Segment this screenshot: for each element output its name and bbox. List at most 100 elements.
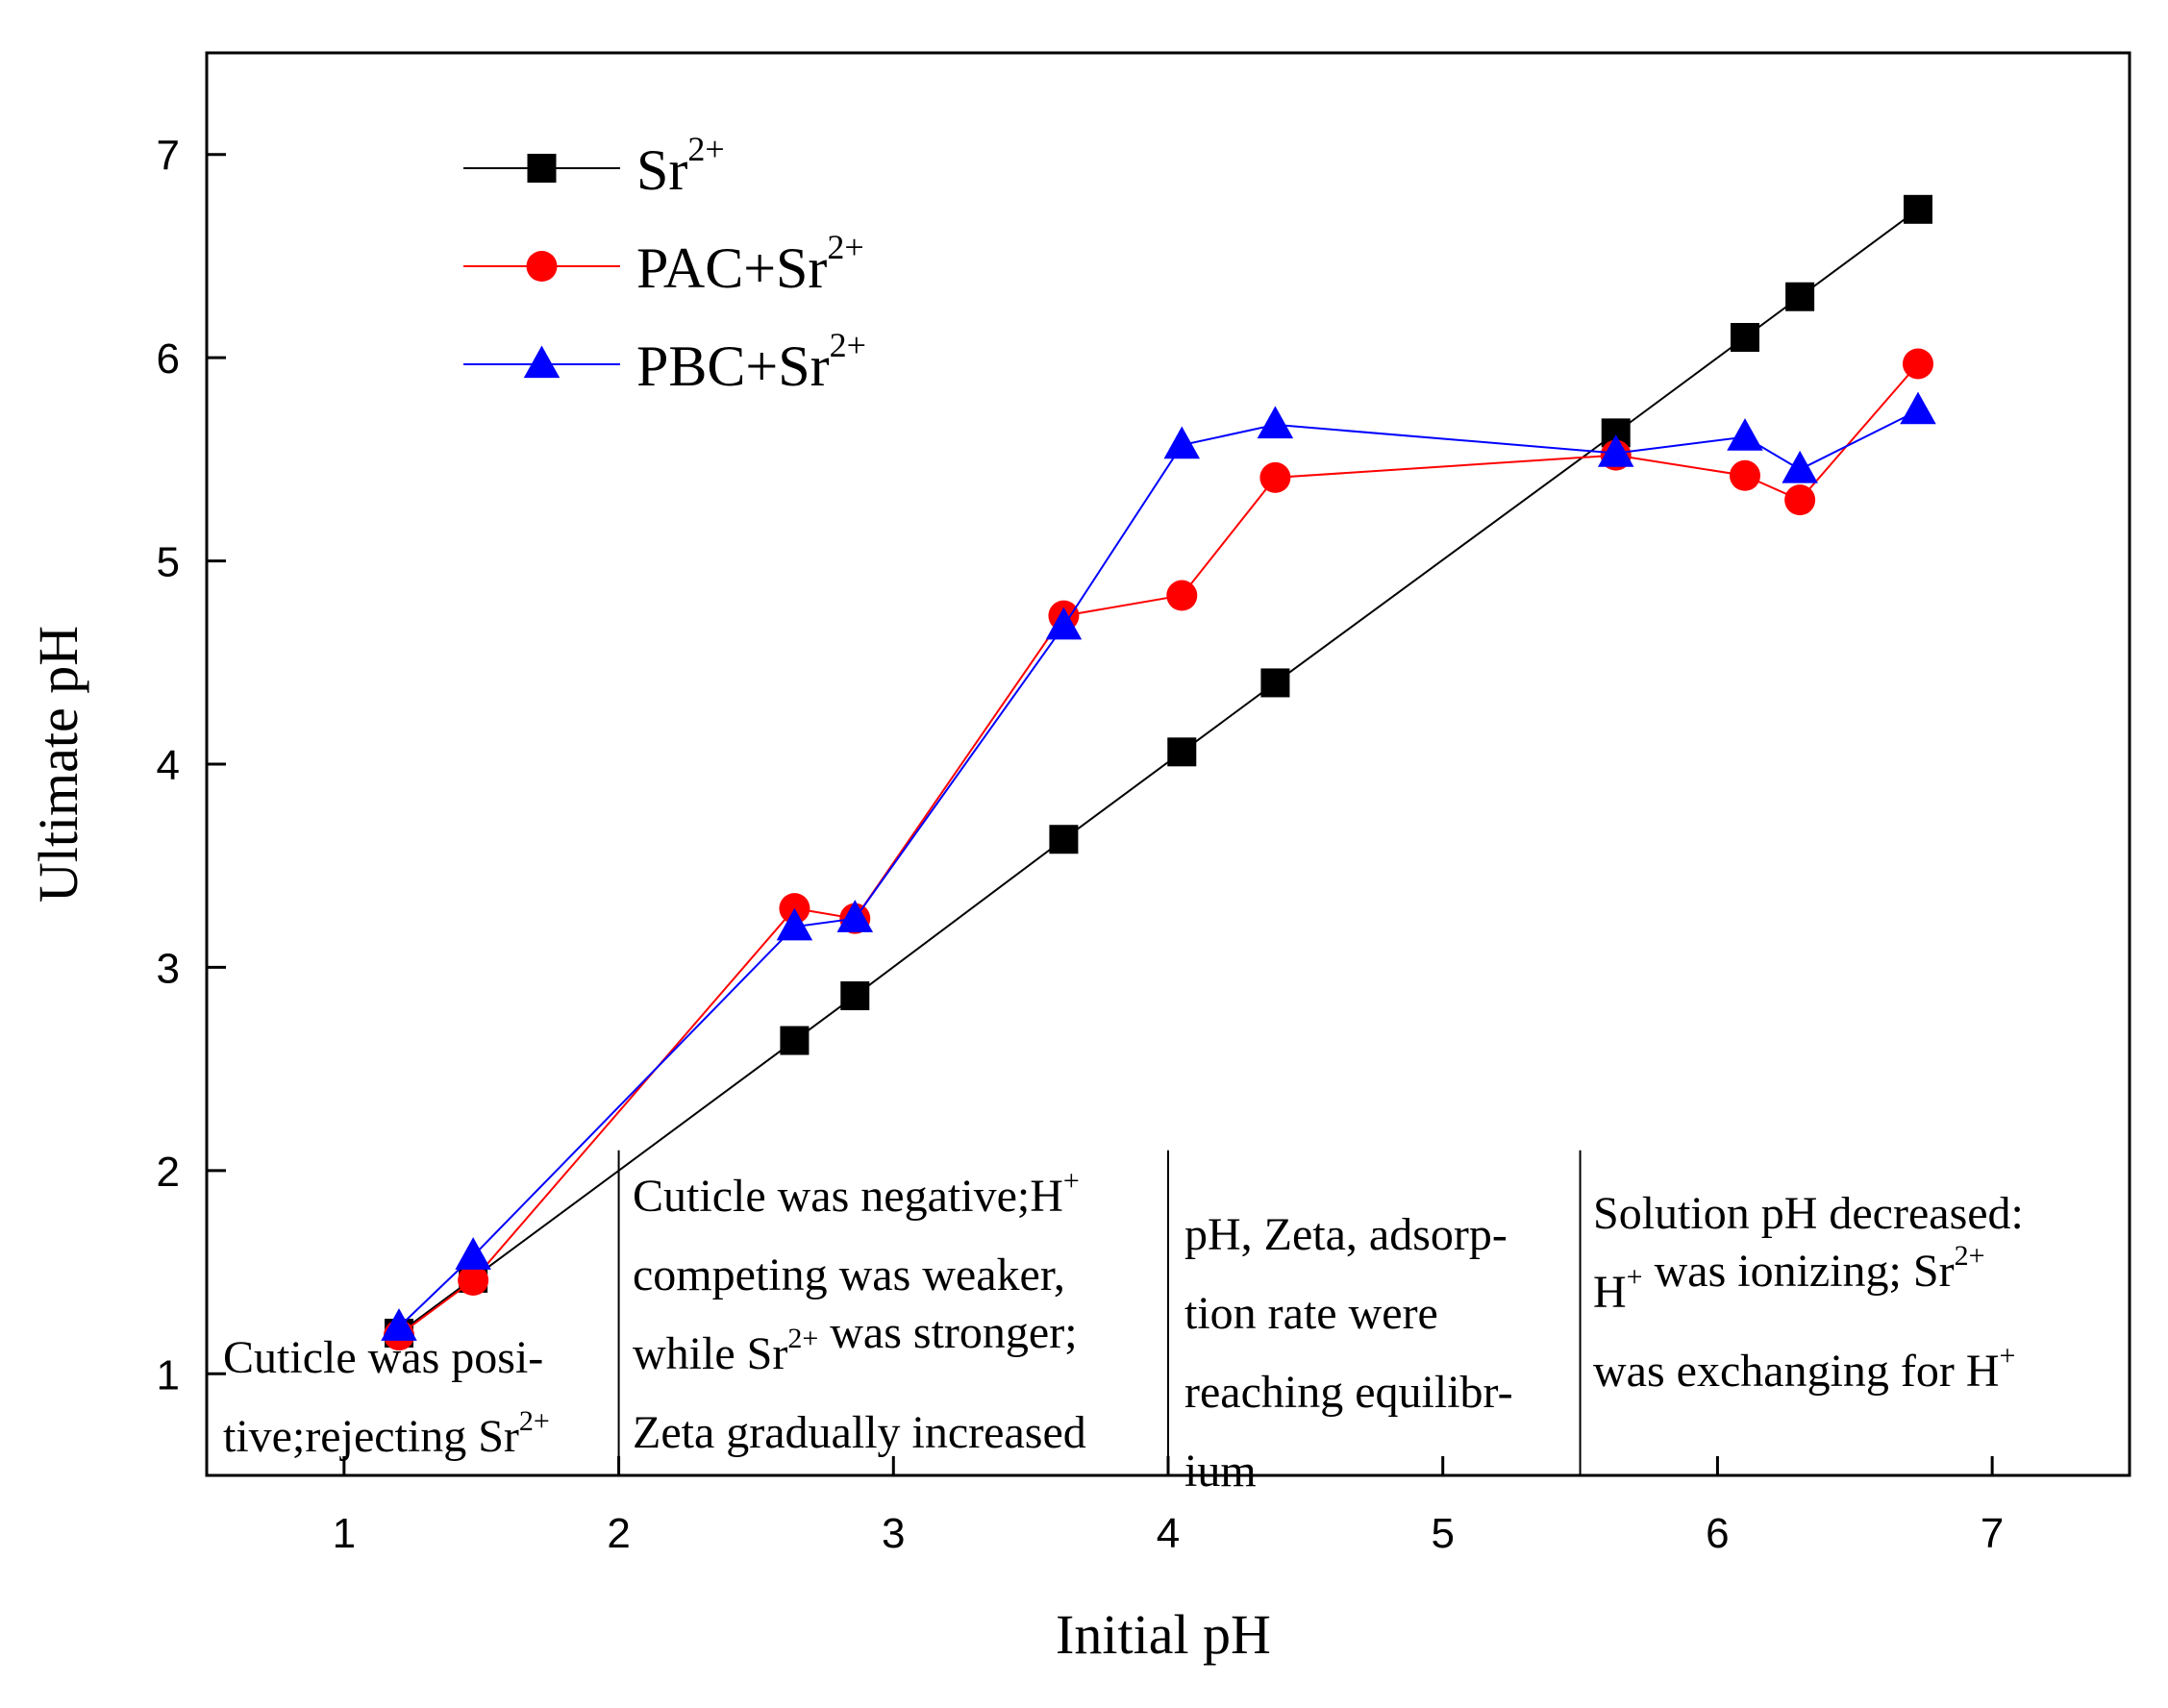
text-segment: Cuticle was posi- [223,1332,543,1383]
annotation-line: tive;rejecting Sr2+ [223,1405,550,1462]
annotation-line: Cuticle was negative;H+ [633,1165,1080,1222]
series-layer [381,194,1936,1351]
text-segment: pH, Zeta, adsorp- [1184,1209,1508,1260]
data-point-circle [458,1265,489,1297]
data-point-triangle [455,1237,491,1270]
y-tick-label: 3 [157,945,180,992]
data-point-circle [1784,484,1816,516]
annotation-line: Zeta gradually increased [633,1407,1086,1458]
legend-superscript: 2+ [830,326,866,364]
superscript: 2+ [519,1405,550,1437]
x-tick-label: 5 [1431,1510,1454,1557]
data-point-circle [1730,459,1760,491]
y-axis-title: Ultimate pH [27,626,89,903]
data-point-square [840,981,870,1011]
text-segment: tive;rejecting Sr [223,1411,519,1462]
data-point-square [1785,282,1815,311]
data-point-triangle [836,900,874,932]
annotation-line: competing was weaker, [633,1250,1065,1300]
superscript: + [1063,1165,1080,1197]
text-segment: Cuticle was negative;H [633,1171,1063,1222]
data-point-triangle [1045,606,1083,640]
legend-label: PBC+Sr2+ [636,326,866,398]
annotation-line: reaching equilibr- [1184,1367,1513,1418]
data-point-square [780,1026,810,1055]
text-segment: was stronger; [818,1307,1077,1358]
data-point-triangle [1597,433,1634,467]
annotation-line: pH, Zeta, adsorp- [1184,1209,1508,1260]
legend-label: PAC+Sr2+ [636,228,864,300]
legend-name: Sr [636,138,687,202]
x-axis-title: Initial pH [1056,1603,1271,1666]
x-tick-label: 3 [882,1510,905,1557]
data-point-triangle [381,1308,417,1341]
y-tick-label: 1 [157,1351,180,1399]
text-segment: while Sr [633,1328,787,1379]
text-segment: H [1593,1267,1627,1318]
annotation-region-2: Cuticle was negative;H+ competing was wea… [633,1165,1086,1458]
superscript: + [1627,1261,1643,1293]
data-point-square [1731,323,1759,352]
x-tick-label: 4 [1157,1510,1180,1557]
data-point-triangle [1900,391,1936,425]
annotation-line: ium [1184,1446,1257,1497]
x-tick-label: 2 [607,1510,630,1557]
legend-label: Sr2+ [636,130,725,202]
superscript: 2+ [787,1323,818,1354]
legend-entry: Sr2+ [463,130,725,202]
series-pbc-sr [381,391,1936,1341]
data-point-circle [526,251,558,282]
data-point-triangle [523,345,561,379]
annotation-region-1: Cuticle was posi-tive;rejecting Sr2+ [223,1332,550,1462]
annotation-line: while Sr2+ was stronger; [633,1307,1078,1379]
text-segment: ium [1184,1446,1257,1497]
text-segment: competing was weaker, [633,1250,1065,1300]
x-tick-label: 6 [1706,1510,1729,1557]
data-point-triangle [1257,406,1294,439]
data-point-square [1049,825,1079,854]
annotation-line: was exchanging for H+ [1593,1340,2015,1397]
superscript: 2+ [1955,1240,1985,1272]
text-segment: was exchanging for H [1593,1346,2000,1397]
data-point-square [1260,668,1290,698]
annotation-line: tion rate were [1184,1288,1438,1339]
text-segment: tion rate were [1184,1288,1438,1339]
annotation-line: H+ was ionizing; Sr2+ [1593,1240,1985,1318]
data-point-circle [1903,348,1933,380]
x-tick-label: 1 [333,1510,356,1557]
annotation-region-3: pH, Zeta, adsorp-tion rate were reaching … [1184,1209,1513,1497]
superscript: + [2000,1340,2016,1372]
annotation-region-4: Solution pH decreased:H+ was ionizing; S… [1593,1188,2024,1397]
data-point-circle [1166,580,1198,611]
text-segment: Zeta gradually increased [633,1407,1086,1458]
annotation-line: Cuticle was posi- [223,1332,543,1383]
data-point-triangle [1727,418,1763,451]
text-segment: was ionizing; Sr [1643,1246,1955,1297]
legend-superscript: 2+ [827,228,863,266]
text-segment: reaching equilibr- [1184,1367,1513,1418]
legend-entry: PBC+Sr2+ [463,326,866,398]
y-tick-label: 4 [157,742,180,789]
data-point-triangle [776,907,813,941]
data-point-square [527,154,557,183]
text-segment: Solution pH decreased: [1593,1188,2024,1239]
data-point-square [1904,194,1932,224]
data-point-triangle [1163,426,1201,459]
data-point-circle [1259,461,1291,493]
legend-name: PAC+Sr [636,236,827,300]
y-tick-label: 7 [157,133,180,180]
y-tick-label: 6 [157,335,180,383]
legend-entry: PAC+Sr2+ [463,228,864,300]
legend-name: PBC+Sr [636,334,830,398]
y-tick-label: 2 [157,1149,180,1196]
series-line [398,208,1919,1334]
annotations-layer: Cuticle was posi-tive;rejecting Sr2+Cuti… [223,1150,2024,1497]
series-sr [385,194,1932,1348]
x-tick-label: 7 [1981,1510,2004,1557]
annotation-line: Solution pH decreased: [1593,1188,2024,1239]
legend: Sr2+PAC+Sr2+PBC+Sr2+ [463,130,866,398]
legend-superscript: 2+ [687,130,724,168]
data-point-square [1167,737,1197,767]
data-point-triangle [1782,450,1818,483]
